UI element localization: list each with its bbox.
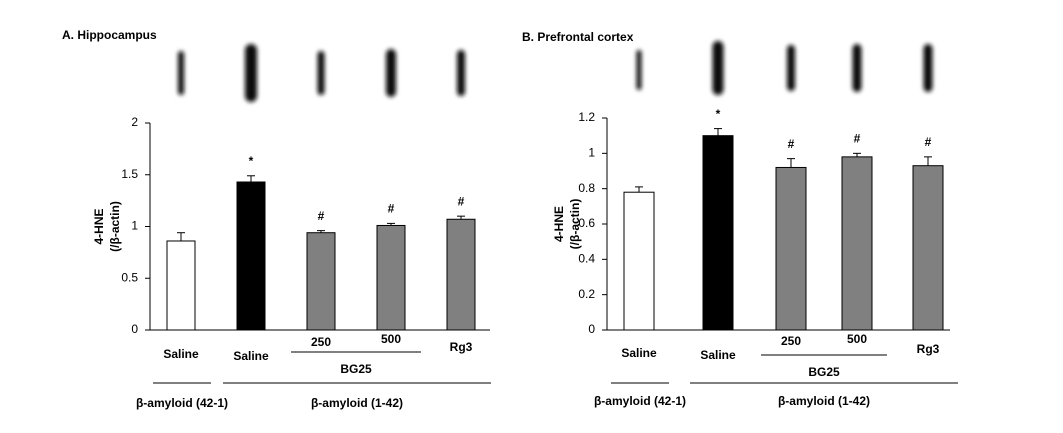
- bar: [912, 165, 944, 331]
- y-tick-label: 1: [131, 219, 138, 233]
- significance-marker: #: [854, 132, 861, 146]
- significance-marker: #: [388, 202, 395, 216]
- x-tick-label: Rg3: [450, 340, 473, 354]
- y-tick-label: 1: [588, 146, 595, 160]
- panel-title: A. Hippocampus: [62, 28, 157, 42]
- y-axis-label: 4-HNE: [552, 206, 566, 242]
- x-tick-label: 250: [781, 334, 801, 348]
- bar: [236, 181, 266, 331]
- x-tick-label: Rg3: [917, 342, 940, 356]
- y-tick-label: 0: [588, 322, 595, 336]
- x-tick-label: 500: [381, 332, 401, 346]
- bar: [446, 218, 476, 331]
- significance-marker: #: [458, 194, 465, 208]
- x-tick-label: Saline: [233, 349, 269, 363]
- x-tick-label: 500: [847, 332, 867, 346]
- group-label: β-amyloid (42-1): [594, 394, 686, 408]
- bar: [166, 240, 196, 331]
- blot-band: [923, 44, 933, 92]
- bar: [306, 232, 336, 331]
- y-tick-label: 0.6: [578, 216, 595, 230]
- y-tick-label: 0.8: [578, 181, 595, 195]
- blot-band: [317, 51, 325, 95]
- significance-marker: #: [788, 137, 795, 151]
- blot-band: [245, 44, 257, 102]
- significance-marker: *: [249, 154, 254, 168]
- significance-marker: #: [925, 135, 932, 149]
- bar: [376, 224, 406, 331]
- y-tick-label: 1.2: [578, 110, 595, 124]
- y-axis-label: (/β-actin): [108, 201, 122, 252]
- group-label: β-amyloid (1-42): [311, 396, 403, 410]
- y-tick-label: 1.5: [121, 167, 138, 181]
- x-tick-label: Saline: [163, 347, 199, 361]
- x-tick-label: Saline: [621, 346, 657, 360]
- bar: [623, 191, 655, 331]
- bar: [702, 135, 734, 331]
- group-label: β-amyloid (1-42): [778, 394, 870, 408]
- significance-marker: *: [716, 107, 721, 121]
- y-axis-label: 4-HNE: [92, 208, 106, 244]
- blot-band: [787, 45, 795, 91]
- y-tick-label: 2: [131, 115, 138, 129]
- bracket-label: BG25: [808, 365, 840, 379]
- group-label: β-amyloid (42-1): [136, 396, 228, 410]
- y-tick-label: 0.2: [578, 287, 595, 301]
- y-tick-label: 0.4: [578, 252, 595, 266]
- blot-band: [852, 44, 862, 92]
- bar: [775, 166, 807, 331]
- bar: [841, 156, 873, 331]
- x-tick-label: 250: [311, 335, 331, 349]
- blot-band: [386, 49, 396, 97]
- panel-title: B. Prefrontal cortex: [522, 30, 634, 44]
- blot-band: [178, 51, 184, 95]
- y-tick-label: 0.5: [121, 270, 138, 284]
- significance-marker: #: [318, 209, 325, 223]
- y-tick-label: 0: [131, 322, 138, 336]
- blot-band: [636, 50, 642, 90]
- y-axis-label: (/β-actin): [568, 199, 582, 250]
- blot-band: [712, 41, 724, 95]
- x-tick-label: Saline: [700, 348, 736, 362]
- bracket-label: BG25: [340, 362, 372, 376]
- blot-band: [457, 50, 465, 96]
